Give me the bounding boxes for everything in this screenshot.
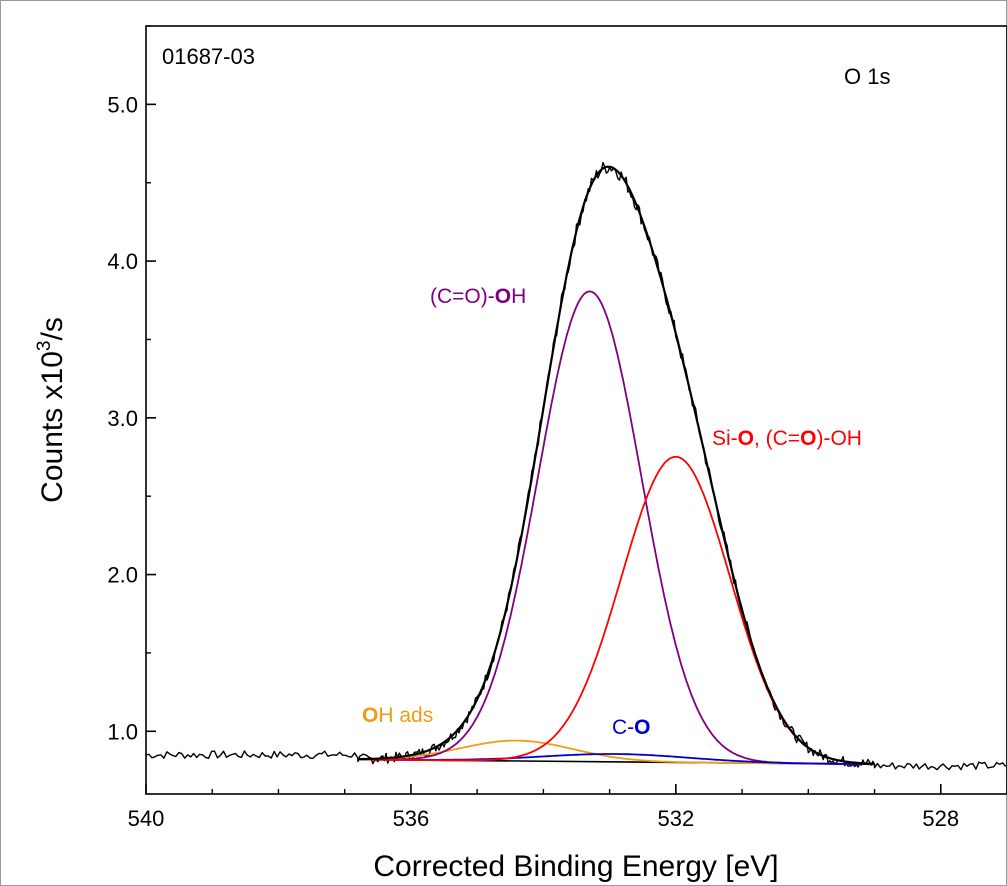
- region-label: O 1s: [844, 64, 890, 89]
- plot-frame: [145, 25, 1007, 795]
- x-tick-label: 532: [657, 806, 694, 831]
- x-tick-label: 536: [393, 806, 430, 831]
- y-tick-label: 5.0: [107, 92, 138, 117]
- label-carboxyl-oh-a: (C=O)-: [430, 285, 495, 308]
- y-axis-label-sup: 3: [34, 341, 55, 352]
- x-tick-label: 540: [128, 806, 165, 831]
- label-oh-ads-rest: H ads: [378, 704, 433, 727]
- label-c-o-o: O: [634, 716, 650, 739]
- fit-envelope-line: [357, 165, 875, 765]
- y-tick-label: 1.0: [107, 719, 138, 744]
- label-carboxyl-oh-o: O: [495, 285, 511, 308]
- plot-lines: [145, 161, 1007, 771]
- x-axis-label: Corrected Binding Energy [eV]: [373, 850, 778, 883]
- y-axis-label-main: Counts x10: [36, 351, 69, 503]
- y-axis-ticks: 1.0 2.0 3.0 4.0 5.0: [107, 25, 156, 744]
- label-si-o-e: )-OH: [816, 427, 862, 450]
- sample-id-label: 01687-03: [162, 44, 255, 69]
- x-tick-label: 528: [922, 806, 959, 831]
- label-carboxyl-oh: (C=O)-OH: [430, 285, 526, 308]
- y-tick-label: 2.0: [107, 563, 138, 588]
- label-carboxyl-oh-h: H: [511, 285, 526, 308]
- label-si-o-c: , (C=: [754, 427, 800, 450]
- y-tick-label: 3.0: [107, 406, 138, 431]
- label-c-o: C-O: [612, 716, 651, 739]
- y-tick-label: 4.0: [107, 249, 138, 274]
- x-axis-ticks: 540 536 532 528: [128, 784, 1007, 831]
- label-si-o-o: O: [738, 427, 754, 450]
- label-si-o-a: Si-: [712, 427, 738, 450]
- label-oh-ads-o: O: [362, 704, 378, 727]
- label-si-o-d: O: [800, 427, 816, 450]
- label-si-o: Si-O, (C=O)-OH: [712, 427, 862, 450]
- label-oh-ads: OH ads: [362, 704, 433, 727]
- label-c-o-a: C-: [612, 716, 634, 739]
- y-axis-label: Counts x103/s: [34, 317, 69, 503]
- y-axis-label-tail: /s: [36, 317, 69, 340]
